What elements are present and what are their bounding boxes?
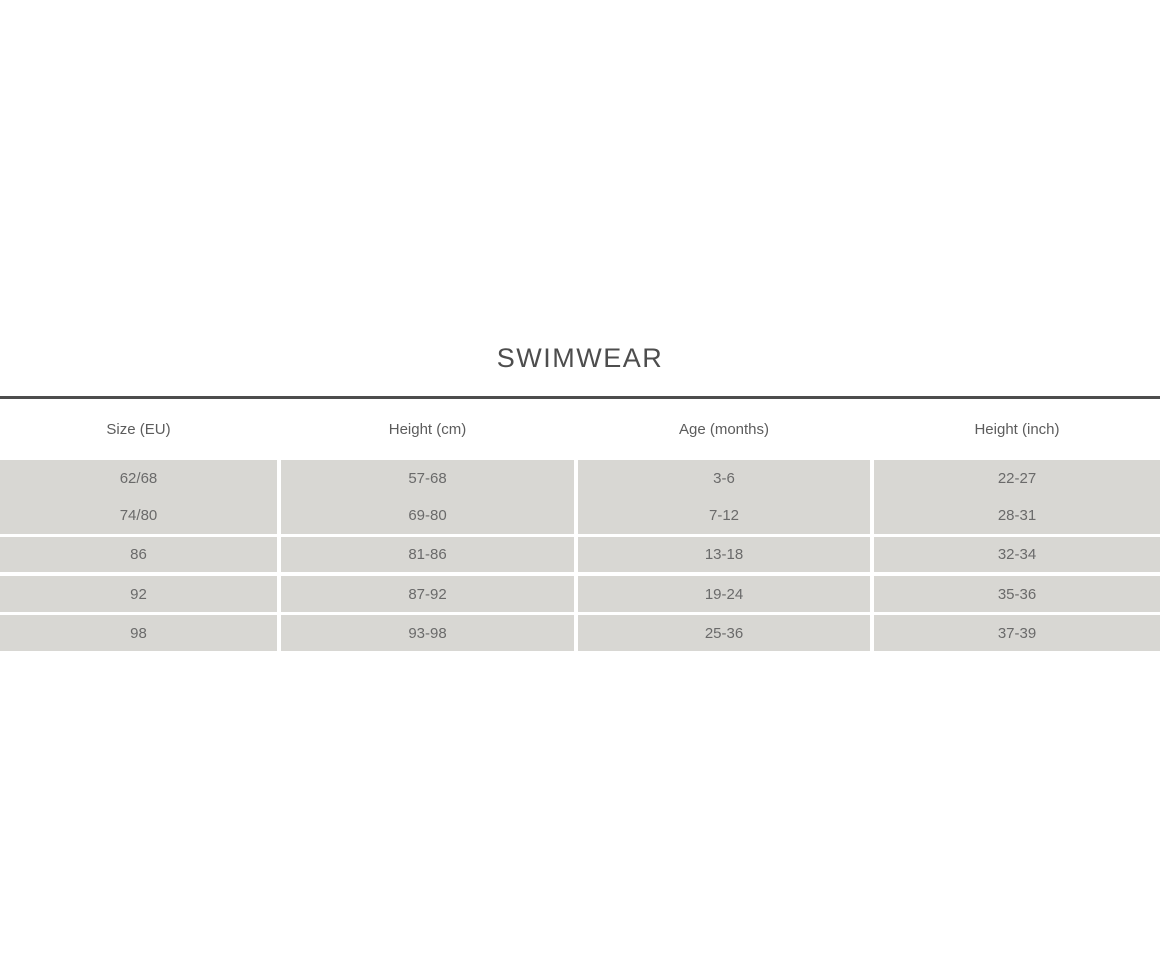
table-cell-height-cm: 69-80 [281, 497, 574, 534]
table-cell-height-cm: 81-86 [281, 537, 574, 572]
table-cell-height-inch: 35-36 [874, 576, 1160, 612]
table-row: 62/68 57-68 3-6 22-27 [0, 460, 1160, 497]
table-cell-height-cm: 57-68 [281, 460, 574, 497]
table-cell-height-inch: 37-39 [874, 615, 1160, 651]
table-cell-age-months: 13-18 [578, 537, 870, 572]
table-top-rule [0, 396, 1160, 399]
table-row: 86 81-86 13-18 32-34 [0, 537, 1160, 572]
table-row: 98 93-98 25-36 37-39 [0, 615, 1160, 651]
column-header-height-cm: Height (cm) [388, 421, 467, 438]
column-header-size-eu: Size (EU) [106, 421, 171, 438]
table-cell-age-months: 3-6 [578, 460, 870, 497]
table-cell-age-months: 25-36 [578, 615, 870, 651]
table-cell-height-inch: 22-27 [874, 460, 1160, 497]
table-cell-age-months: 19-24 [578, 576, 870, 612]
table-row: 74/80 69-80 7-12 28-31 [0, 497, 1160, 534]
table-cell-size: 98 [0, 615, 277, 651]
table-cell-size: 62/68 [0, 460, 277, 497]
table-cell-height-cm: 93-98 [281, 615, 574, 651]
table-header-row: Size (EU) Height (cm) Age (months) Heigh… [0, 399, 1160, 460]
table-cell-size: 74/80 [0, 497, 277, 534]
table-cell-age-months: 7-12 [578, 497, 870, 534]
column-header-age-months: Age (months) [678, 421, 770, 438]
table-cell-height-inch: 32-34 [874, 537, 1160, 572]
table-row: 92 87-92 19-24 35-36 [0, 576, 1160, 612]
table-cell-size: 92 [0, 576, 277, 612]
swimwear-size-chart: Size (EU) Height (cm) Age (months) Heigh… [0, 396, 1160, 651]
table-cell-height-cm: 87-92 [281, 576, 574, 612]
table-cell-height-inch: 28-31 [874, 497, 1160, 534]
page-title: SWIMWEAR [496, 343, 664, 373]
table-cell-size: 86 [0, 537, 277, 572]
column-header-height-inch: Height (inch) [974, 421, 1060, 438]
